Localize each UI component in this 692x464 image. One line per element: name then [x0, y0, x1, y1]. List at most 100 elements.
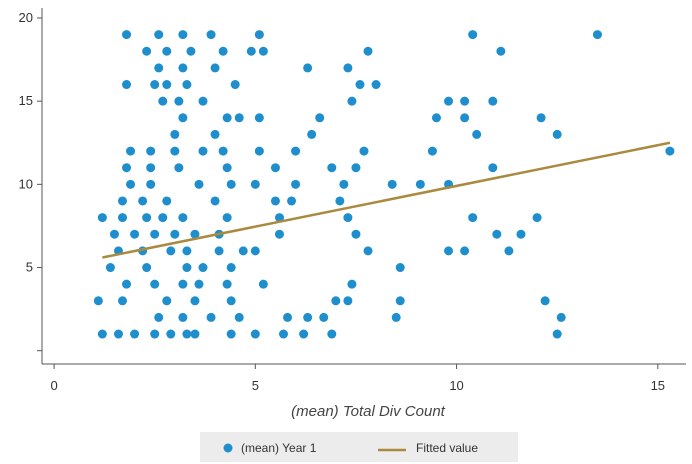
scatter-point [444, 246, 454, 256]
scatter-point [206, 30, 216, 40]
scatter-point [166, 246, 176, 256]
scatter-point [146, 146, 156, 156]
scatter-point [254, 113, 264, 123]
y-tick-label: 10 [19, 176, 33, 191]
scatter-point [154, 30, 164, 40]
scatter-point [174, 163, 184, 173]
scatter-point [246, 46, 256, 56]
scatter-point [339, 179, 349, 189]
scatter-point [315, 113, 325, 123]
scatter-point [488, 163, 498, 173]
scatter-point [299, 329, 309, 339]
scatter-point [138, 196, 148, 206]
scatter-point [254, 146, 264, 156]
scatter-point [363, 246, 373, 256]
scatter-point [427, 146, 437, 156]
scatter-point [198, 96, 208, 106]
scatter-point [178, 312, 188, 322]
scatter-point [258, 46, 268, 56]
scatter-point [347, 96, 357, 106]
scatter-point [226, 263, 236, 273]
scatter-point [174, 96, 184, 106]
scatter-point [198, 146, 208, 156]
scatter-point [468, 213, 478, 223]
scatter-point [150, 80, 160, 90]
scatter-point [113, 329, 123, 339]
scatter-point [270, 163, 280, 173]
scatter-point [158, 213, 168, 223]
scatter-point [274, 229, 284, 239]
scatter-point [222, 163, 232, 173]
legend-marker-year1 [223, 443, 233, 453]
x-tick-label: 5 [252, 378, 259, 393]
scatter-point [178, 213, 188, 223]
scatter-point [279, 329, 288, 339]
scatter-point [142, 46, 152, 56]
scatter-point [258, 279, 268, 289]
fitted-line [102, 141, 671, 259]
scatter-point [468, 30, 478, 40]
scatter-point [182, 329, 192, 339]
scatter-point [270, 196, 280, 206]
scatter-point [363, 46, 373, 56]
scatter-point [460, 96, 470, 106]
scatter-point [291, 146, 301, 156]
scatter-point [182, 80, 192, 90]
scatter-point [222, 279, 232, 289]
legend: (mean) Year 1 Fitted value [200, 432, 518, 462]
scatter-point [158, 96, 168, 106]
scatter-point [182, 263, 192, 273]
scatter-point [540, 296, 550, 306]
tick-labels: 5 10 15 20 0 5 10 15 [19, 10, 666, 393]
scatter-point [150, 229, 160, 239]
scatter-point [222, 113, 232, 123]
scatter-point [154, 312, 164, 322]
scatter-point [536, 113, 546, 123]
legend-box [200, 432, 518, 462]
scatter-point [234, 312, 244, 322]
scatter-point [194, 179, 204, 189]
scatter-point [122, 163, 132, 173]
scatter-point [150, 279, 160, 289]
scatter-point [552, 329, 562, 339]
scatter-point [359, 146, 369, 156]
scatter-point [170, 146, 180, 156]
scatter-point [665, 146, 675, 156]
scatter-point [118, 296, 127, 306]
scatter-point [387, 179, 397, 189]
scatter-point [250, 179, 260, 189]
scatter-point [190, 329, 200, 339]
scatter-point [303, 63, 313, 73]
x-tick-label: 10 [449, 378, 463, 393]
scatter-point [186, 46, 196, 56]
scatter-point [250, 329, 260, 339]
scatter-point [250, 246, 260, 256]
scatter-point [343, 213, 353, 223]
scatter-point [472, 129, 482, 139]
scatter-point [142, 263, 152, 273]
scatter-point [162, 80, 172, 90]
scatter-point [488, 96, 498, 106]
scatter-point [126, 146, 136, 156]
y-tick-label: 5 [26, 260, 33, 275]
x-axis-label: (mean) Total Div Count [291, 403, 446, 420]
scatter-point [118, 213, 127, 223]
axes [37, 8, 686, 369]
scatter-point [226, 296, 236, 306]
scatter-point [170, 129, 180, 139]
scatter-point [347, 279, 357, 289]
scatter-point [431, 113, 441, 123]
scatter-point [230, 80, 240, 90]
scatter-point [552, 129, 562, 139]
scatter-point [93, 296, 103, 306]
x-tick-label: 15 [651, 378, 665, 393]
scatter-point [371, 80, 381, 90]
scatter-point [492, 229, 502, 239]
scatter-point [327, 329, 337, 339]
scatter-point [210, 129, 220, 139]
scatter-point [395, 296, 405, 306]
scatter-point [274, 213, 284, 223]
scatter-point [130, 229, 140, 239]
scatter-point [178, 279, 188, 289]
